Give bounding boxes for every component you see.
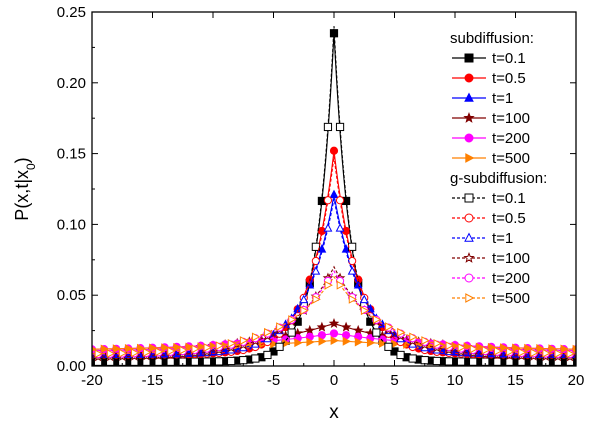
legend-marker (465, 274, 473, 282)
y-tick-label: 0.00 (57, 358, 86, 375)
data-point (191, 358, 198, 365)
data-point (228, 357, 235, 364)
legend-label: t=200 (492, 270, 530, 287)
data-point (324, 197, 331, 204)
data-point (349, 243, 356, 250)
legend-group-title: g-subdiffusion: (450, 170, 547, 187)
x-tick-label: -10 (202, 372, 224, 389)
data-point (215, 358, 222, 365)
x-tick-label: -5 (267, 372, 280, 389)
y-axis-label: P(x,t|x0) (12, 157, 38, 220)
data-point (252, 355, 259, 362)
legend-marker (465, 134, 473, 142)
y-tick-label: 0.10 (57, 216, 86, 233)
data-point (167, 358, 174, 365)
legend-label: t=200 (492, 130, 530, 147)
x-tick-label: 10 (447, 372, 464, 389)
data-point (203, 358, 210, 365)
x-tick-label: 20 (568, 372, 585, 389)
data-point (457, 358, 464, 365)
data-point (385, 343, 392, 350)
data-point (409, 355, 416, 362)
legend-label: t=0.1 (492, 50, 526, 67)
legend-marker (465, 194, 473, 202)
data-point (330, 147, 337, 154)
x-axis-label: x (329, 402, 339, 423)
data-point (288, 329, 295, 336)
data-point (324, 123, 331, 130)
data-point (349, 257, 356, 264)
x-tick-label: 5 (390, 372, 398, 389)
data-point (470, 358, 477, 365)
y-axis-label-subscript: 0 (24, 163, 38, 170)
legend-label: t=500 (492, 150, 530, 167)
x-tick-label: 15 (507, 372, 524, 389)
data-point (433, 357, 440, 364)
x-tick-label: -15 (142, 372, 164, 389)
legend-label: t=1 (492, 90, 513, 107)
legend-label: t=0.5 (492, 210, 526, 227)
legend-label: t=0.1 (492, 190, 526, 207)
data-point (336, 197, 343, 204)
data-point (421, 357, 428, 364)
data-point (264, 351, 271, 358)
data-point (397, 351, 404, 358)
data-point (330, 330, 337, 337)
y-tick-label: 0.05 (57, 287, 86, 304)
y-tick-label: 0.25 (57, 4, 86, 21)
legend-label: t=0.5 (492, 70, 526, 87)
data-point (336, 123, 343, 130)
legend-marker (465, 214, 473, 222)
data-point (240, 357, 247, 364)
x-tick-label: 0 (330, 372, 338, 389)
legend-label: t=500 (492, 290, 530, 307)
legend-marker (465, 54, 473, 62)
legend-label: t=100 (492, 250, 530, 267)
legend-group-title: subdiffusion: (450, 30, 534, 47)
y-tick-label: 0.15 (57, 146, 86, 163)
legend-label: t=1 (492, 230, 513, 247)
y-tick-label: 0.20 (57, 75, 86, 92)
legend-label: t=100 (492, 110, 530, 127)
data-point (494, 358, 501, 365)
data-point (445, 358, 452, 365)
data-point (373, 329, 380, 336)
legend-marker (465, 74, 473, 82)
data-point (276, 343, 283, 350)
